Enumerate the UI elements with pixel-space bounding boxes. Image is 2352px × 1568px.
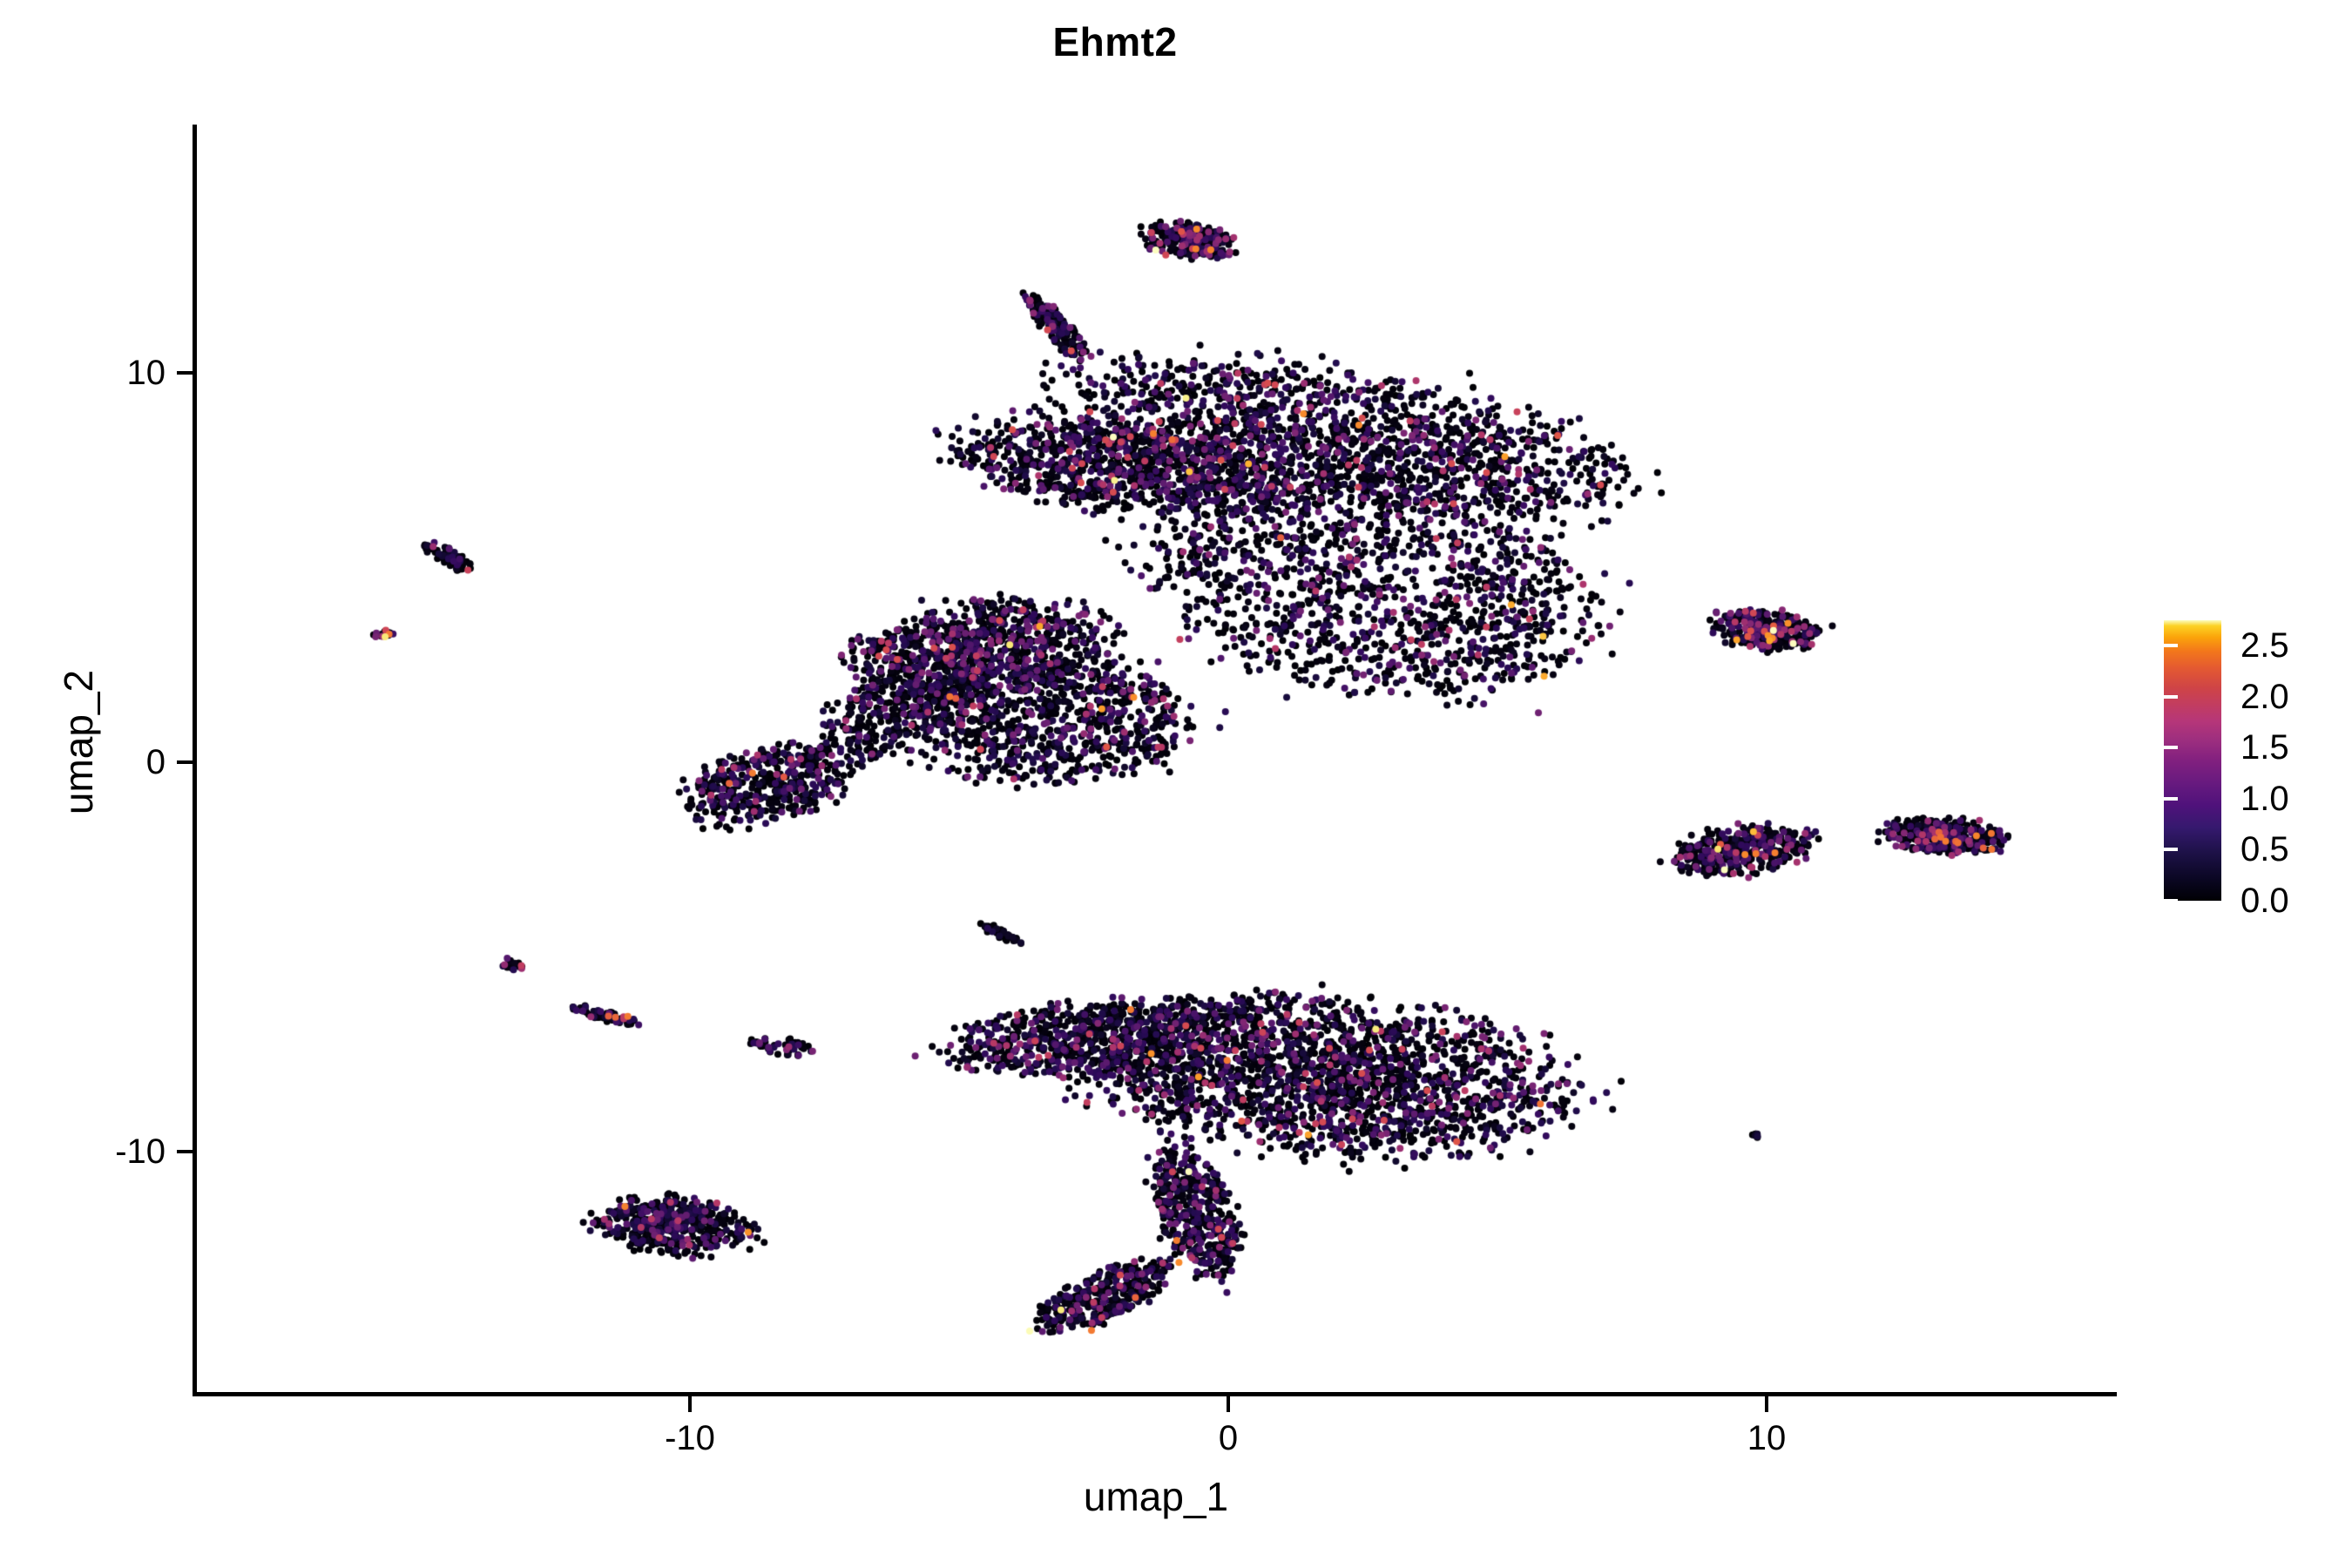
colorbar-label: 0.0 [2240,882,2289,920]
colorbar-tick-mark [2315,746,2329,750]
y-tick-mark [177,371,193,375]
umap-scatter-canvas[interactable] [195,125,2117,1394]
colorbar-tick-mark [2315,796,2329,801]
colorbar-tick-mark [2164,644,2178,648]
x-tick-mark [1765,1396,1768,1412]
x-tick-mark [1227,1396,1230,1412]
scatter-plot-panel[interactable] [195,125,2117,1394]
x-tick-label: 0 [1218,1419,1239,1457]
x-tick-label: -10 [665,1419,715,1457]
colorbar-tick-mark [2164,746,2178,750]
y-tick-label: 10 [126,354,166,392]
colorbar-tick-mark [2315,694,2329,699]
y-tick-mark [177,760,193,764]
colorbar-label: 2.5 [2240,626,2289,666]
colorbar-tick-mark [2164,899,2178,902]
x-tick-label: 10 [1747,1419,1787,1457]
colorbar-tick-mark [2315,644,2329,648]
colorbar-gradient [2164,620,2221,901]
y-tick-mark [177,1150,193,1153]
y-axis-title: umap_2 [56,669,101,815]
colorbar-label: 1.5 [2240,728,2289,767]
colorbar-tick-mark [2164,848,2178,852]
color-legend[interactable]: 2.5 2.0 1.5 1.0 0.5 0.0 [2164,618,2329,920]
colorbar-label: 0.5 [2240,830,2289,869]
y-tick-label: -10 [115,1132,166,1171]
page-title: Ehmt2 [1052,19,1178,64]
colorbar-tick-mark [2164,796,2178,801]
y-tick-label: 0 [145,743,166,781]
x-axis-title: umap_1 [1083,1474,1229,1519]
y-axis-line [193,125,197,1396]
colorbar-label: 1.0 [2240,779,2289,818]
colorbar-label: 2.0 [2240,677,2289,716]
x-tick-mark [688,1396,692,1412]
colorbar-tick-mark [2164,694,2178,699]
colorbar-tick-mark [2315,848,2329,852]
colorbar-tick-mark [2315,899,2329,902]
x-axis-line [193,1392,2117,1396]
